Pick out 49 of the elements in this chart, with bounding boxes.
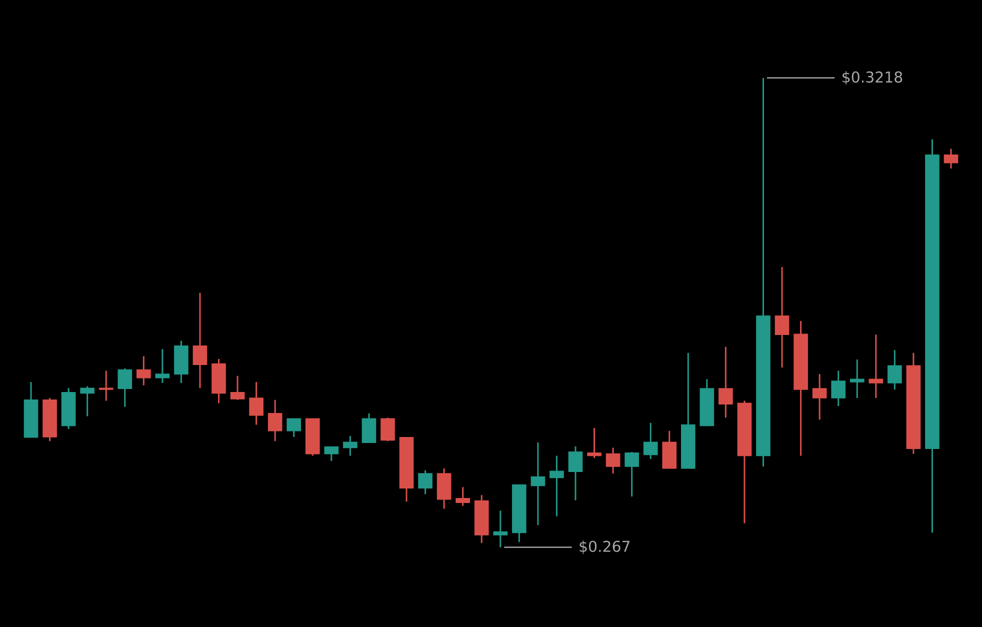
candlestick xyxy=(136,355,151,386)
candlestick xyxy=(550,454,564,517)
annotation: $0.3218 xyxy=(842,71,902,85)
candlestick xyxy=(643,422,658,460)
candlestick xyxy=(474,494,489,544)
candlestick xyxy=(174,340,188,384)
candlestick xyxy=(230,375,245,401)
candlestick xyxy=(530,442,546,526)
candlestick xyxy=(399,437,414,502)
candlestick xyxy=(192,292,208,389)
candlestick xyxy=(286,418,302,438)
candlestick xyxy=(737,400,752,524)
candlestick xyxy=(680,352,696,469)
candlestick xyxy=(888,349,902,390)
candlestick xyxy=(774,266,790,368)
candlestick xyxy=(944,148,958,170)
candlestick xyxy=(249,381,264,426)
candlestick xyxy=(80,385,94,418)
candlestick xyxy=(98,370,114,402)
candlestick xyxy=(362,412,376,443)
candlestick xyxy=(268,399,282,442)
candlestick xyxy=(624,451,639,498)
candlestick xyxy=(850,358,864,399)
candlestick xyxy=(212,358,226,404)
candlestick xyxy=(812,373,827,420)
annotation: $0.267 xyxy=(580,540,630,554)
candlestick xyxy=(925,138,940,534)
candlestick xyxy=(794,320,808,456)
candlestick xyxy=(42,397,57,442)
candlestick xyxy=(324,446,339,462)
candlestick xyxy=(831,370,846,407)
candlestick xyxy=(587,427,602,459)
candlestick xyxy=(456,486,470,507)
candlestick xyxy=(380,416,395,442)
candlestick xyxy=(343,435,358,456)
candlestick xyxy=(756,77,770,468)
candlestick xyxy=(606,446,620,474)
candlestick xyxy=(436,468,452,510)
candlestick xyxy=(868,334,884,399)
candlestick xyxy=(24,381,38,438)
candlestick xyxy=(418,470,432,495)
candlestick xyxy=(718,346,733,418)
candlestick xyxy=(155,348,170,384)
candlestick xyxy=(61,387,76,430)
candlestick xyxy=(906,352,921,455)
candlestick xyxy=(512,484,526,543)
candlestick xyxy=(568,446,583,502)
candlestick xyxy=(118,368,132,408)
candlestick xyxy=(493,510,508,548)
